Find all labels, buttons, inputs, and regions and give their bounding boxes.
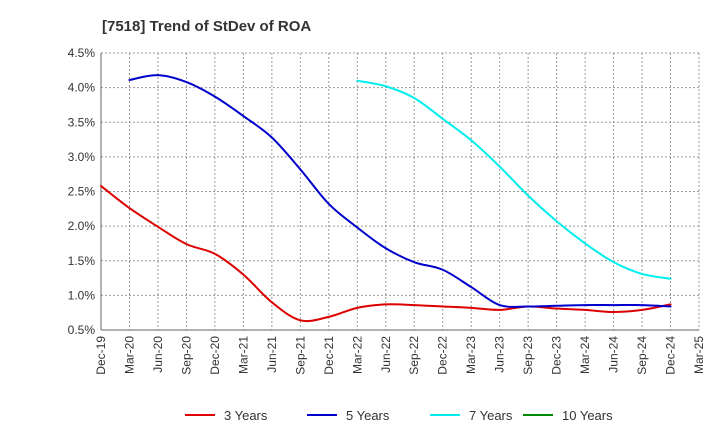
y-tick-label: 3.5% bbox=[68, 115, 96, 129]
x-tick-label: Dec-19 bbox=[94, 336, 108, 375]
x-tick-label: Sep-21 bbox=[293, 336, 307, 375]
series-line-3-years bbox=[100, 184, 672, 323]
x-tick-label: Dec-24 bbox=[664, 336, 678, 375]
x-tick-label: Dec-23 bbox=[550, 336, 564, 375]
chart-title: [7518] Trend of StDev of ROA bbox=[102, 18, 311, 35]
x-tick-label: Mar-24 bbox=[578, 336, 592, 374]
x-tick-label: Mar-21 bbox=[236, 336, 250, 374]
series-line-5-years bbox=[128, 74, 672, 308]
x-tick-label: Jun-21 bbox=[265, 336, 279, 373]
y-tick-label: 1.0% bbox=[68, 288, 96, 302]
y-tick-label: 1.5% bbox=[68, 254, 96, 268]
x-tick-labels: Dec-19 Mar-20 Jun-20 Sep-20 Dec-20 Mar-21 Jun-… bbox=[94, 336, 706, 375]
y-tick-label: 4.0% bbox=[68, 81, 96, 95]
series-lines bbox=[100, 74, 672, 323]
x-tick-label: Mar-22 bbox=[350, 336, 364, 374]
x-tick-label: Mar-25 bbox=[692, 336, 706, 374]
y-tick-label: 4.5% bbox=[68, 46, 96, 60]
y-tick-label: 0.5% bbox=[68, 323, 96, 337]
grid bbox=[100, 52, 700, 331]
x-tick-label: Dec-20 bbox=[208, 336, 222, 375]
x-tick-label: Jun-22 bbox=[379, 336, 393, 373]
x-tick-label: Sep-24 bbox=[635, 336, 649, 375]
x-tick-label: Mar-20 bbox=[122, 336, 136, 374]
x-tick-label: Dec-22 bbox=[436, 336, 450, 375]
x-tick-label: Jun-20 bbox=[151, 336, 165, 373]
x-tick-label: Jun-23 bbox=[493, 336, 507, 373]
x-tick-label: Mar-23 bbox=[464, 336, 478, 374]
y-tick-labels: 0.5% 1.0% 1.5% 2.0% 2.5% 3.0% 3.5% 4.0% 4.5% bbox=[68, 46, 96, 337]
x-tick-label: Jun-24 bbox=[607, 336, 621, 373]
x-tick-label: Sep-22 bbox=[407, 336, 421, 375]
legend-label-3-years: 3 Years bbox=[224, 408, 268, 423]
series-line-7-years bbox=[356, 79, 672, 280]
y-tick-label: 2.0% bbox=[68, 219, 96, 233]
axes bbox=[100, 53, 699, 331]
y-tick-label: 3.0% bbox=[68, 150, 96, 164]
legend-label-5-years: 5 Years bbox=[346, 408, 390, 423]
y-tick-label: 2.5% bbox=[68, 185, 96, 199]
x-tick-label: Sep-23 bbox=[521, 336, 535, 375]
legend-label-7-years: 7 Years bbox=[469, 408, 513, 423]
legend: 3 Years 5 Years 7 Years 10 Years bbox=[185, 408, 613, 423]
x-tick-label: Dec-21 bbox=[322, 336, 336, 375]
x-tick-label: Sep-20 bbox=[179, 336, 193, 375]
legend-label-10-years: 10 Years bbox=[562, 408, 613, 423]
